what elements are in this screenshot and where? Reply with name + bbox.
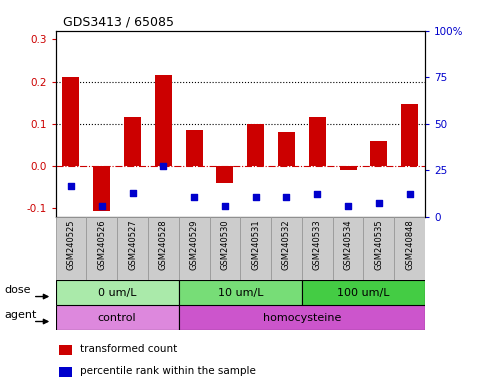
Bar	[370, 141, 387, 166]
Text: GDS3413 / 65085: GDS3413 / 65085	[63, 15, 174, 28]
Point	[283, 194, 290, 200]
Text: GSM240527: GSM240527	[128, 220, 137, 270]
Bar	[62, 77, 79, 166]
Bar	[155, 75, 172, 166]
Bar	[179, 280, 302, 305]
Bar	[302, 280, 425, 305]
Text: transformed count: transformed count	[80, 344, 177, 354]
Text: homocysteine: homocysteine	[263, 313, 341, 323]
Bar	[185, 130, 202, 166]
Bar	[364, 217, 394, 280]
Text: GSM240529: GSM240529	[190, 220, 199, 270]
Bar	[124, 118, 141, 166]
Bar	[271, 217, 302, 280]
Bar	[179, 305, 425, 330]
Bar	[117, 217, 148, 280]
Bar	[401, 104, 418, 166]
Bar	[309, 118, 326, 166]
Text: GSM240535: GSM240535	[374, 220, 384, 270]
Bar	[216, 166, 233, 183]
Point	[313, 190, 321, 197]
Text: GSM240848: GSM240848	[405, 220, 414, 270]
Point	[375, 200, 383, 207]
Bar	[56, 305, 179, 330]
Bar	[333, 217, 364, 280]
Text: dose: dose	[5, 285, 31, 295]
Bar	[241, 217, 271, 280]
Point	[128, 190, 136, 196]
Text: 100 um/L: 100 um/L	[337, 288, 390, 298]
Text: GSM240532: GSM240532	[282, 220, 291, 270]
Text: agent: agent	[5, 310, 37, 320]
Text: GSM240530: GSM240530	[220, 220, 229, 270]
Point	[190, 194, 198, 200]
Bar	[247, 124, 264, 166]
Text: control: control	[98, 313, 136, 323]
Bar	[302, 217, 333, 280]
Text: GSM240526: GSM240526	[97, 220, 106, 270]
Point	[67, 183, 75, 189]
Point	[344, 203, 352, 209]
Bar	[210, 217, 240, 280]
Text: GSM240531: GSM240531	[251, 220, 260, 270]
Bar	[179, 217, 210, 280]
Bar	[56, 280, 179, 305]
Text: 10 um/L: 10 um/L	[217, 288, 263, 298]
Bar	[148, 217, 179, 280]
Text: GSM240534: GSM240534	[343, 220, 353, 270]
Bar	[93, 166, 110, 210]
Bar	[59, 345, 72, 355]
Point	[252, 194, 259, 200]
Text: percentile rank within the sample: percentile rank within the sample	[80, 366, 256, 376]
Text: GSM240528: GSM240528	[159, 220, 168, 270]
Bar	[59, 367, 72, 377]
Text: 0 um/L: 0 um/L	[98, 288, 136, 298]
Point	[98, 203, 106, 209]
Point	[159, 163, 167, 169]
Text: GSM240525: GSM240525	[67, 220, 75, 270]
Text: GSM240533: GSM240533	[313, 220, 322, 270]
Bar	[86, 217, 117, 280]
Bar	[394, 217, 425, 280]
Bar	[56, 217, 86, 280]
Point	[406, 190, 413, 197]
Point	[221, 203, 229, 209]
Bar	[340, 166, 356, 170]
Bar	[278, 132, 295, 166]
